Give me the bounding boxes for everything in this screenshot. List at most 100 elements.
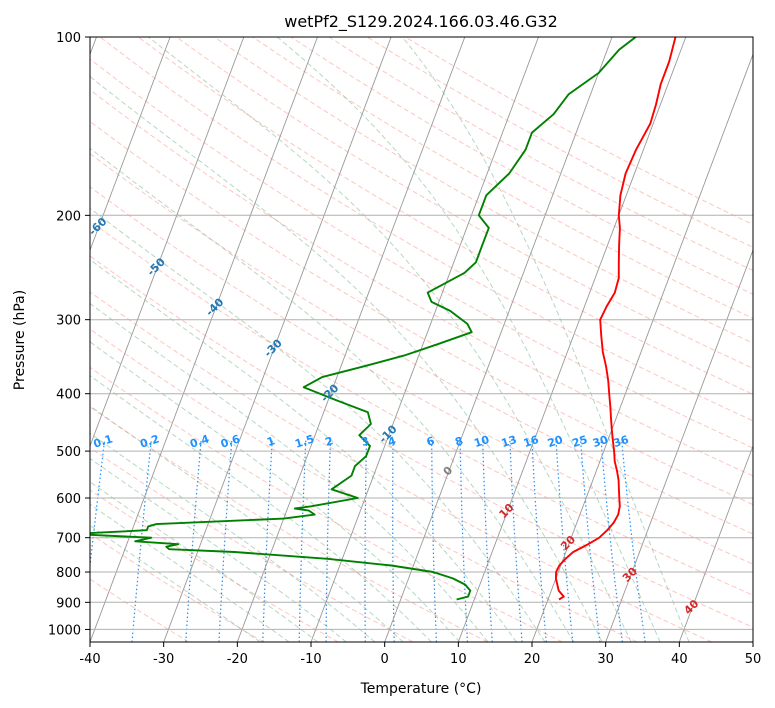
mixing-ratio-label: 36	[612, 433, 631, 450]
x-tick-label: 10	[450, 652, 467, 667]
dry-adiabat-line	[90, 255, 753, 628]
chart-title: wetPf2_S129.2024.166.03.46.G32	[284, 12, 558, 32]
mixing-ratio-label: 3	[360, 434, 371, 449]
dry-adiabat-line	[90, 89, 753, 477]
moist-adiabat-line	[90, 432, 376, 642]
mixing-ratio-label: 8	[453, 434, 464, 449]
dry-adiabat-line	[90, 533, 264, 642]
mixing-ratio-label: 10	[472, 433, 491, 450]
y-tick-label: 500	[56, 445, 81, 460]
x-tick-label: 20	[524, 652, 541, 667]
dry-adiabat-line	[90, 328, 638, 642]
x-tick-label: 50	[745, 652, 762, 667]
x-tick-label: 40	[671, 652, 688, 667]
mixing-ratio-label: 0.2	[138, 432, 161, 450]
moist-adiabat-line	[90, 481, 319, 642]
mixing-ratio-label: 0.4	[188, 432, 211, 450]
moist-adiabat-line	[90, 147, 575, 642]
isotherm-line	[678, 444, 753, 642]
mixing-ratio-label: 1.5	[293, 432, 316, 450]
mixing-ratio-label: 30	[591, 433, 610, 450]
moist-adiabat-line	[90, 375, 432, 642]
dry-adiabat-line	[90, 406, 488, 642]
moist-adiabat-line	[276, 37, 661, 642]
skewed-isotherms	[90, 37, 753, 642]
isotherm-line	[310, 37, 539, 642]
mixing-ratio-line	[580, 440, 601, 642]
y-tick-label: 300	[56, 314, 81, 329]
mixing-ratio-line	[459, 440, 469, 642]
x-tick-label: -10	[300, 652, 321, 667]
mixing-ratio-line	[600, 440, 623, 642]
dewpoint-line	[90, 37, 637, 601]
x-tick-label: -20	[227, 652, 248, 667]
y-tick-label: 900	[56, 596, 81, 611]
dry-adiabat-line	[90, 186, 753, 565]
y-axis-ticks: 100 200 300 400 500 600 700 800 900 1000	[48, 31, 90, 638]
mixing-ratio-label: 4	[386, 434, 398, 449]
mixing-ratio-line	[131, 440, 152, 642]
moist-adiabat-line	[147, 37, 632, 642]
mixing-ratio-label: 0.1	[92, 432, 115, 450]
dry-adiabat-line	[214, 37, 753, 344]
mixing-ratio-line	[218, 440, 233, 642]
moist-adiabat-line	[90, 341, 461, 642]
x-tick-label: 0	[381, 652, 389, 667]
temperature-line	[554, 37, 677, 601]
mixing-ratio-line	[621, 440, 646, 642]
isotherm-line	[605, 248, 753, 642]
isotherm-line	[90, 37, 245, 448]
x-tick-label: 30	[597, 652, 614, 667]
mixing-ratio-label: 16	[522, 433, 541, 450]
mixing-ratio-label: 25	[571, 433, 590, 450]
isotherm-line	[236, 37, 466, 642]
plot-frame	[89, 36, 754, 643]
mixing-ratio-label: 2	[324, 434, 335, 449]
y-tick-label: 600	[56, 492, 81, 507]
moist-adiabat-line	[90, 207, 546, 642]
x-tick-label: -40	[79, 652, 100, 667]
y-axis-label: Pressure (hPa)	[12, 290, 28, 390]
x-tick-label: -30	[153, 652, 174, 667]
pressure-grid	[90, 37, 753, 630]
dry-adiabat-line	[176, 37, 753, 369]
mixing-ratio-line	[531, 440, 547, 642]
mixing-ratio-line	[555, 440, 574, 642]
mixing-ratio-label: 13	[500, 433, 519, 450]
dry-adiabat-line	[252, 37, 753, 319]
isotherm-line	[163, 37, 392, 642]
mixing-ratio-label: 6	[425, 434, 437, 449]
dry-adiabat-line	[90, 291, 712, 642]
moist-adiabat-line	[90, 302, 489, 642]
moist-adiabat-line	[90, 457, 347, 642]
dry-adiabat-line	[90, 120, 753, 506]
y-tick-label: 200	[56, 209, 81, 224]
mixing-ratio-line	[298, 440, 307, 642]
mixing-ratio-label: 1	[265, 434, 276, 449]
moist-adiabat-line	[90, 75, 603, 642]
isotherm-line	[90, 37, 318, 642]
dry-adiabat-line	[137, 37, 753, 395]
isotherm-line	[457, 37, 687, 642]
y-tick-label: 100	[56, 31, 81, 46]
y-tick-label: 700	[56, 532, 81, 547]
isotherm-line	[90, 37, 171, 252]
dry-adiabat-line	[90, 220, 753, 596]
dry-adiabat-line	[90, 153, 753, 535]
y-tick-label: 400	[56, 388, 81, 403]
y-tick-label: 800	[56, 566, 81, 581]
mixing-ratio-line	[364, 440, 368, 642]
isotherm-line	[384, 37, 613, 642]
y-tick-label: 1000	[48, 623, 81, 638]
mixing-ratio-line	[482, 440, 493, 642]
mixing-ratio-label: 20	[546, 433, 565, 450]
mixing-ratio-line	[325, 440, 332, 642]
x-axis-label: Temperature (°C)	[360, 681, 482, 697]
sounding-series	[90, 37, 677, 601]
mixing-ratio-label: 0.6	[219, 432, 242, 450]
x-axis-ticks: -40 -30 -20 -10 0 10 20 30 40 50	[79, 642, 761, 667]
mixing-ratio-line	[185, 440, 202, 642]
isotherm-line	[531, 53, 753, 642]
